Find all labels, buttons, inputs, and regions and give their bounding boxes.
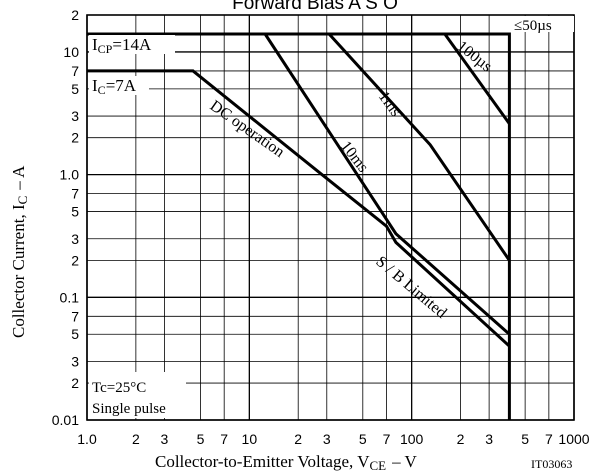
ic-label: IC=7A: [92, 76, 137, 97]
series-line-4: [87, 69, 511, 348]
y-tick-label: 3: [71, 231, 79, 247]
tick-labels: 1.0 2 3 5 7 10 2 3 5 7 100 2 3 5 7 100021075321.075320.…: [52, 7, 590, 447]
ic-label-bg: [89, 76, 149, 95]
x-tick-label: 10: [242, 431, 258, 447]
x-tick-label: 1000: [558, 431, 589, 447]
y-tick-label: 7: [71, 308, 79, 324]
y-tick-label: 2: [71, 7, 79, 23]
chart-title: Forward Bias A S O: [232, 0, 398, 14]
x-tick-label: 5: [359, 431, 367, 447]
x-tick-label: 2: [457, 431, 465, 447]
tc-label: Tc=25°C: [92, 380, 146, 396]
series-line-1: [443, 33, 511, 125]
y-tick-label: 0.1: [60, 289, 80, 305]
plot-frame: [86, 14, 575, 421]
x-tick-label: 2: [132, 431, 140, 447]
x-axis-label: Collector-to-Emitter Voltage, VCE – V: [155, 452, 418, 473]
y-tick-label: 3: [71, 353, 79, 369]
y-axis-label: Collector Current, IC– A: [9, 165, 30, 338]
y-tick-label: 2: [71, 375, 79, 391]
y-tick-label: 3: [71, 108, 79, 124]
dc-operation-label: DC operation: [207, 97, 288, 161]
x-tick-label: 3: [161, 431, 169, 447]
x-tick-label: 100: [400, 431, 424, 447]
x-tick-label: 7: [383, 431, 391, 447]
x-tick-label: 5: [521, 431, 529, 447]
x-tick-label: 5: [197, 431, 205, 447]
y-tick-label: 2: [71, 252, 79, 268]
y-tick-label: 7: [71, 186, 79, 202]
le50us-label: ≤50µs: [514, 18, 552, 34]
y-tick-label: 0.01: [52, 412, 79, 428]
icp-label-bg: [89, 35, 175, 54]
x-tick-label: 2: [294, 431, 302, 447]
le50us-label-bg: [510, 16, 574, 32]
conditions-box-bg: [89, 372, 186, 418]
curves: [87, 32, 511, 420]
series-line-3: [263, 33, 511, 336]
y-tick-label: 5: [71, 81, 79, 97]
ms1-label: 1ms: [375, 88, 404, 120]
y-tick-label: 1.0: [60, 167, 80, 183]
x-tick-label: 3: [323, 431, 331, 447]
series-line-2: [327, 32, 511, 262]
icp-label: ICP=14A: [92, 35, 152, 56]
y-tick-label: 2: [71, 130, 79, 146]
y-tick-label: 7: [71, 63, 79, 79]
figure-code: IT03063: [531, 457, 572, 471]
x-tick-label: 3: [485, 431, 493, 447]
ms10-label: 10ms: [337, 138, 372, 176]
single-pulse-label: Single pulse: [92, 401, 166, 417]
x-tick-label: 1.0: [77, 431, 97, 447]
grid: [86, 14, 575, 421]
series-line-0: [87, 32, 511, 420]
y-tick-label: 10: [63, 44, 79, 60]
y-tick-label: 5: [71, 326, 79, 342]
y-tick-label: 5: [71, 204, 79, 220]
x-tick-label: 7: [220, 431, 228, 447]
x-tick-label: 7: [545, 431, 553, 447]
